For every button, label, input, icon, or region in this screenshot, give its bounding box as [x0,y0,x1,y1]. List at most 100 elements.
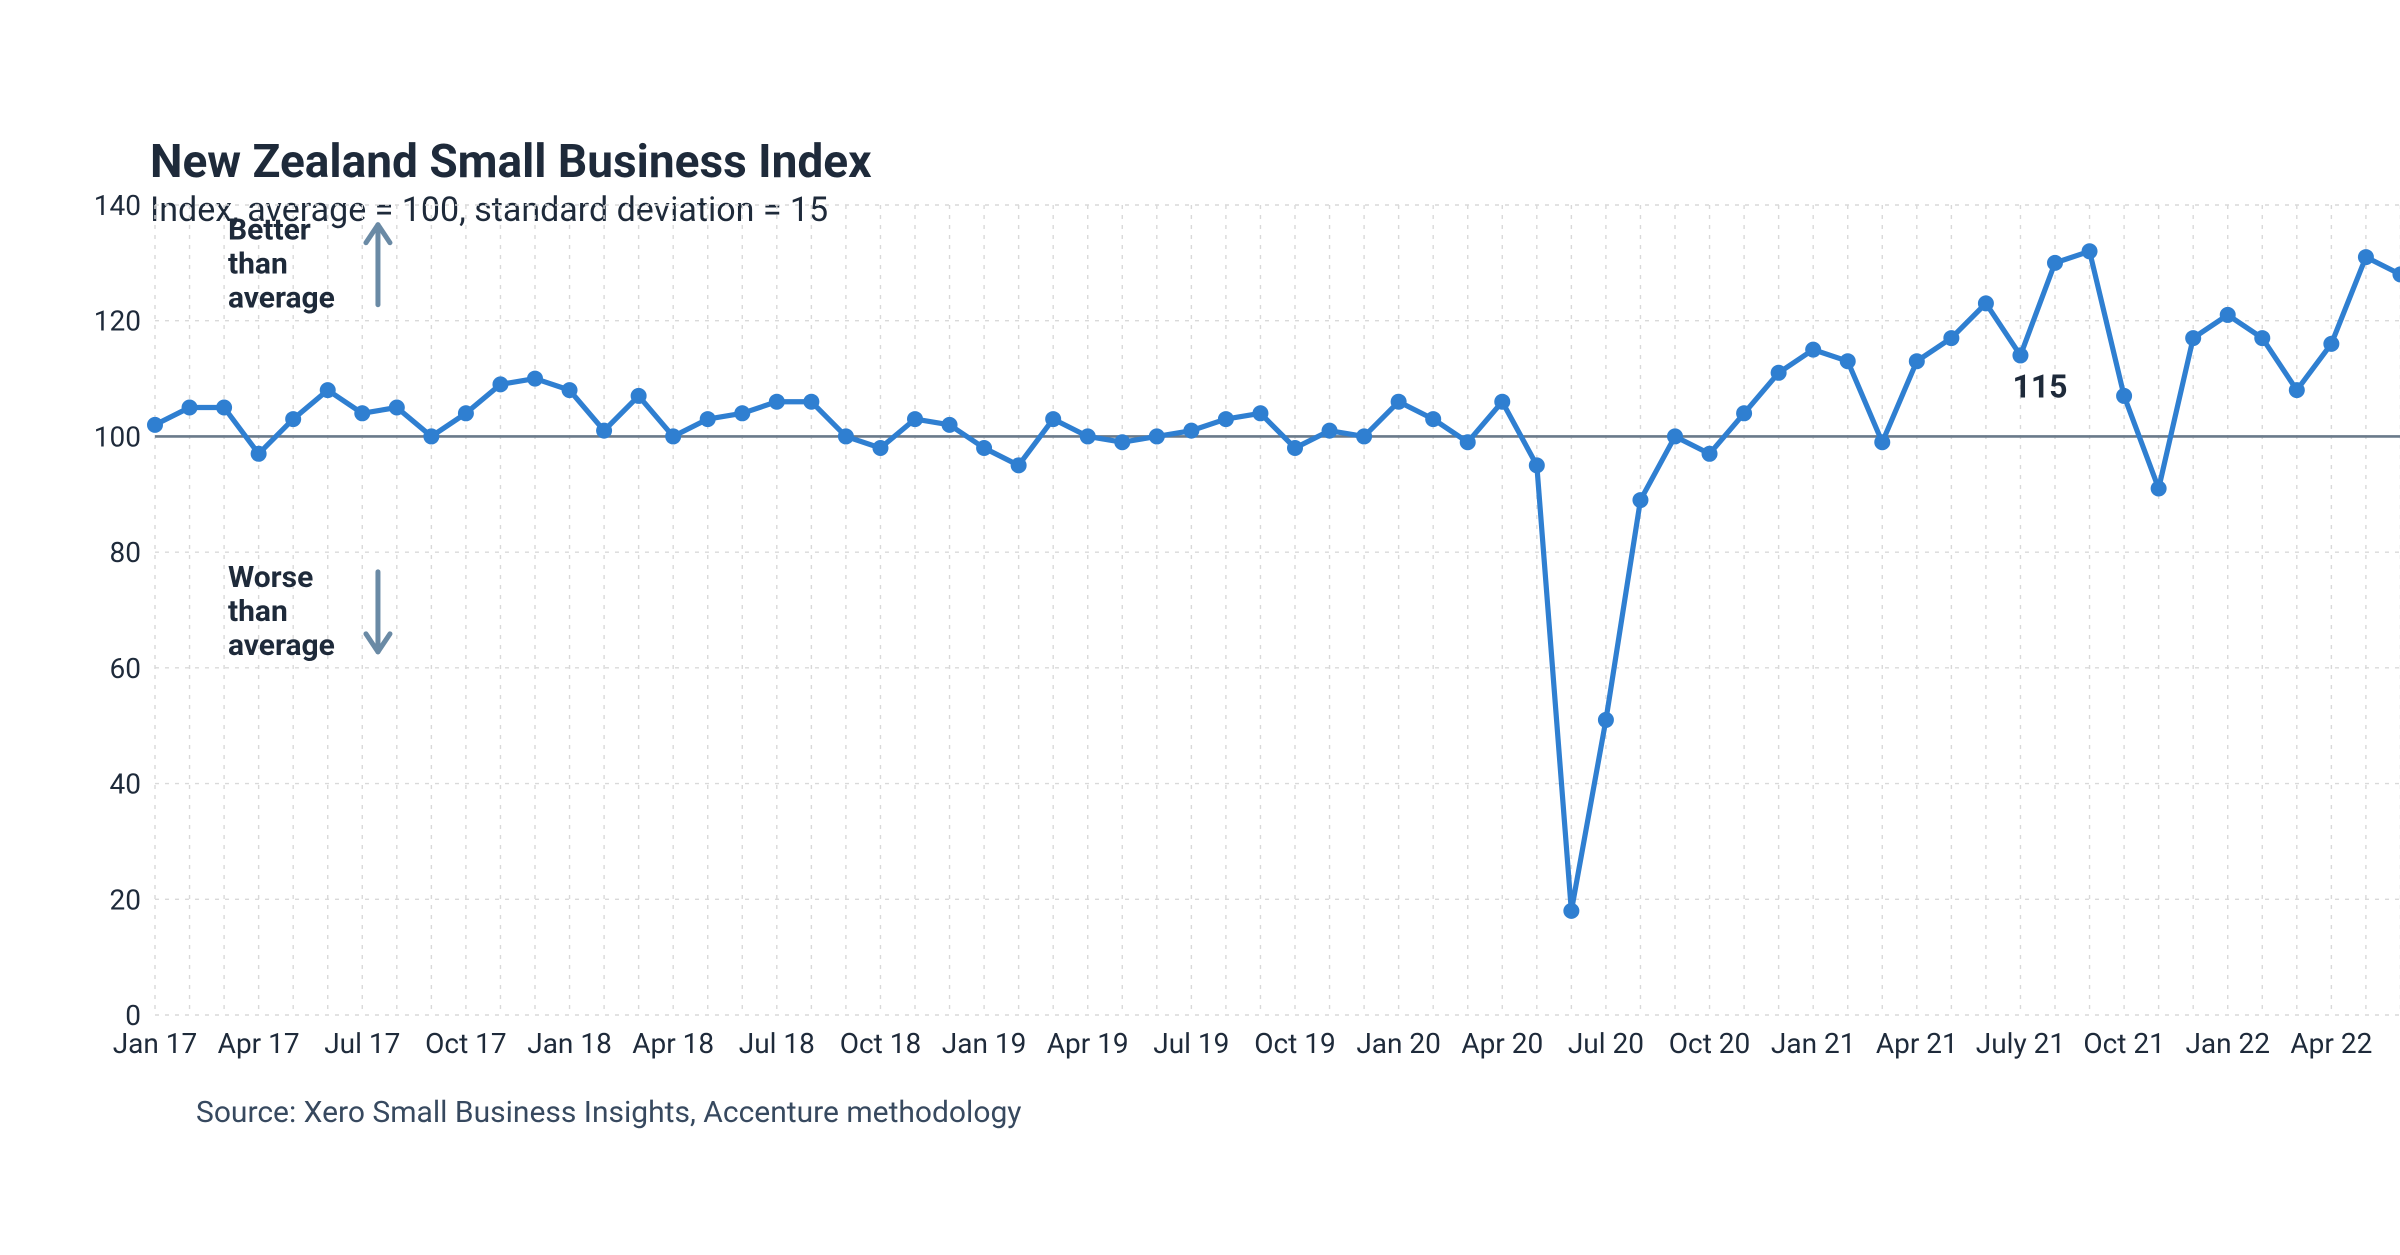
data-point [907,411,923,427]
data-point [1218,411,1234,427]
x-tick-label: Oct 17 [425,1027,507,1060]
data-point [1183,423,1199,439]
data-point [942,417,958,433]
y-tick-label: 140 [94,189,141,222]
data-point [251,446,267,462]
data-point [562,382,578,398]
x-tick-label: Jan 18 [527,1027,612,1060]
chart-svg: 020406080100120140Jan 17Apr 17Jul 17Oct … [155,205,2400,1075]
y-tick-label: 120 [94,305,141,338]
y-tick-label: 40 [110,768,141,801]
data-point [1632,492,1648,508]
data-point [803,394,819,410]
data-point [596,423,612,439]
chart-container: New Zealand Small Business Index Index, … [0,0,2400,1255]
data-point [1943,330,1959,346]
series-line [155,251,2400,911]
x-tick-label: Apr 20 [1461,1027,1543,1060]
data-point [1322,423,1338,439]
data-point [665,428,681,444]
data-point [1805,342,1821,358]
data-point [354,405,370,421]
data-point [1287,440,1303,456]
data-point [1771,365,1787,381]
y-tick-label: 100 [94,420,141,453]
x-tick-label: Jul 17 [324,1027,400,1060]
x-tick-label: Jan 22 [2185,1027,2270,1060]
better-than-average-label: average [228,281,335,316]
worse-than-average-label: than [228,594,288,629]
data-point [2116,388,2132,404]
data-point [1425,411,1441,427]
data-point [1460,434,1476,450]
data-point [320,382,336,398]
data-point [734,405,750,421]
x-tick-label: Apr 18 [632,1027,714,1060]
data-point [389,400,405,416]
x-tick-label: Jan 19 [942,1027,1027,1060]
x-tick-label: Oct 20 [1669,1027,1751,1060]
y-tick-label: 20 [110,883,141,916]
y-tick-label: 80 [110,536,141,569]
data-point [1391,394,1407,410]
data-point [458,405,474,421]
x-tick-label: July 21 [1976,1027,2065,1060]
data-point [1149,428,1165,444]
chart-source: Source: Xero Small Business Insights, Ac… [196,1095,1021,1130]
data-point [1563,903,1579,919]
data-point [838,428,854,444]
x-tick-label: Apr 22 [2290,1027,2372,1060]
data-point [1702,446,1718,462]
worse-than-average-label: Worse [228,560,313,595]
data-point [872,440,888,456]
data-point [1252,405,1268,421]
data-point [1494,394,1510,410]
data-point [631,388,647,404]
better-than-average-label: Better [228,213,311,248]
data-point [1011,457,1027,473]
data-point [1598,712,1614,728]
data-point [700,411,716,427]
data-point [1909,353,1925,369]
y-tick-label: 60 [110,652,141,685]
data-point [1114,434,1130,450]
better-than-average-label: than [228,247,288,282]
x-tick-label: Jul 19 [1153,1027,1229,1060]
data-point [769,394,785,410]
data-point [2012,347,2028,363]
chart-plot-area: 020406080100120140Jan 17Apr 17Jul 17Oct … [155,205,2400,1015]
x-tick-label: Jul 20 [1568,1027,1644,1060]
data-point [1045,411,1061,427]
x-tick-label: Jan 21 [1771,1027,1856,1060]
data-point [527,371,543,387]
data-point [2289,382,2305,398]
x-tick-label: Apr 21 [1876,1027,1958,1060]
point-label: 115 [2012,367,2067,405]
data-point [423,428,439,444]
chart-title: New Zealand Small Business Index [150,135,872,189]
data-point [976,440,992,456]
data-point [2254,330,2270,346]
data-point [1736,405,1752,421]
x-tick-label: Apr 17 [218,1027,300,1060]
x-tick-label: Jan 20 [1356,1027,1441,1060]
data-point [2358,249,2374,265]
data-point [2151,481,2167,497]
data-point [2047,255,2063,271]
data-point [1529,457,1545,473]
worse-than-average-label: average [228,628,335,663]
x-tick-label: Oct 18 [840,1027,922,1060]
data-point [1667,428,1683,444]
data-point [216,400,232,416]
x-tick-label: Oct 21 [2083,1027,2165,1060]
data-point [182,400,198,416]
data-point [2323,336,2339,352]
x-tick-label: Jul 18 [739,1027,815,1060]
data-point [1874,434,1890,450]
data-point [1080,428,1096,444]
data-point [2185,330,2201,346]
data-point [492,376,508,392]
data-point [1978,295,1994,311]
x-tick-label: Jan 17 [113,1027,198,1060]
data-point [1840,353,1856,369]
